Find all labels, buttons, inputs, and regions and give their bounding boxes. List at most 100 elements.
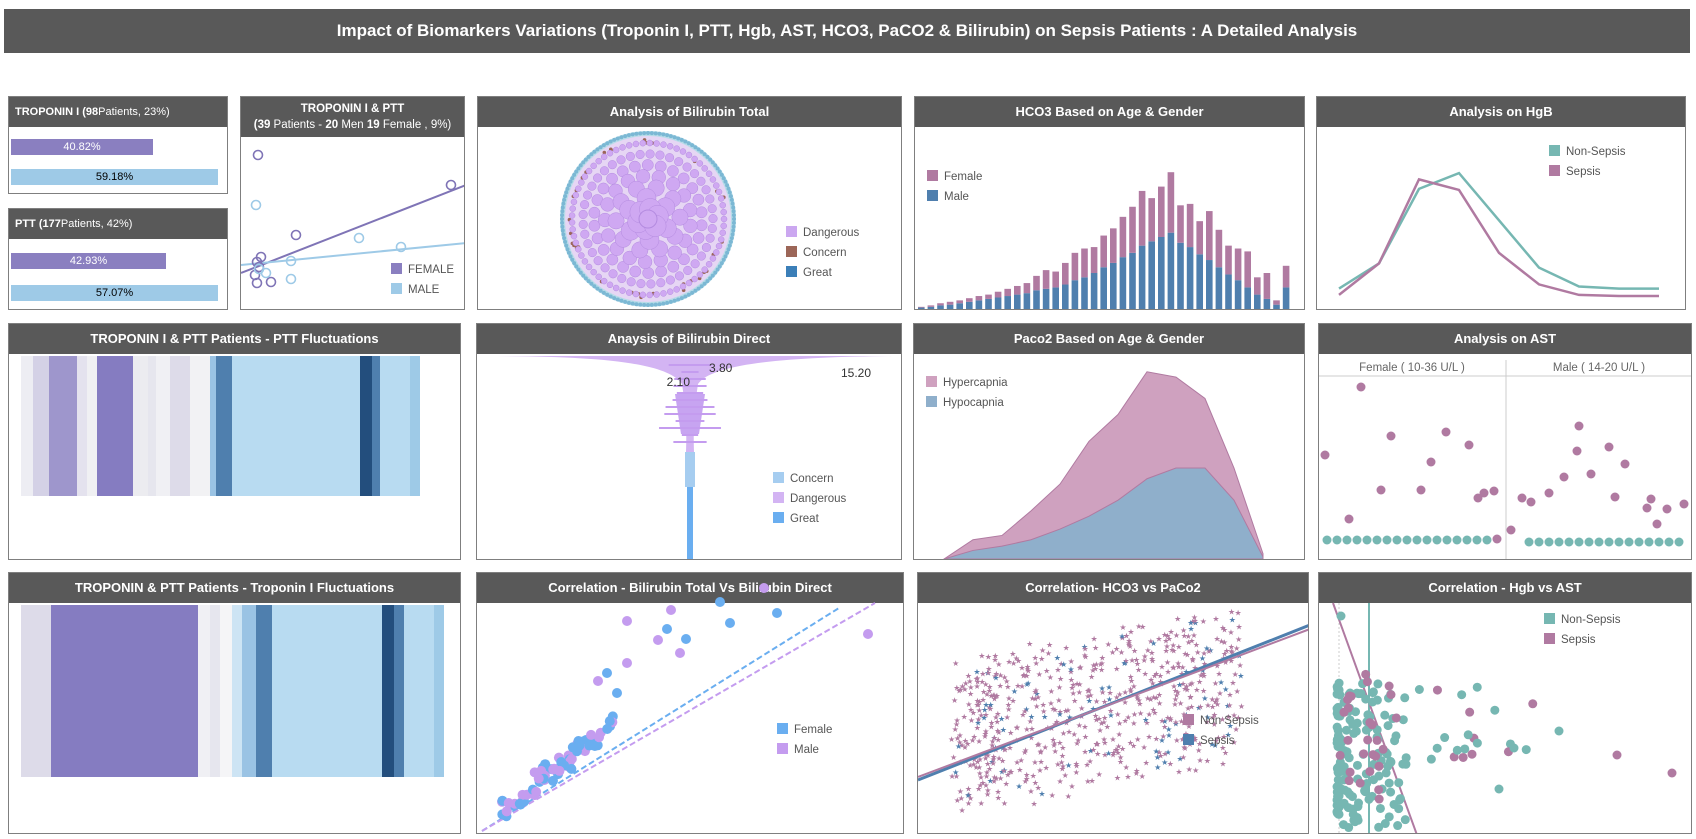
corr-hco3-star: ★ <box>1010 659 1017 668</box>
corr-hco3-star: ★ <box>1077 663 1084 672</box>
corr-hco3-star: ★ <box>1226 690 1233 699</box>
great-bubble <box>564 190 569 195</box>
corr-hgb-non-sepsis-point <box>1333 791 1343 801</box>
corr-hco3-star: ★ <box>1188 703 1195 712</box>
great-bubble <box>686 292 691 297</box>
dangerous-bubble <box>568 219 576 226</box>
corr-bili-point <box>681 634 691 644</box>
corr-hco3-star: ★ <box>1196 740 1203 749</box>
corr-hco3-star: ★ <box>982 701 989 710</box>
dangerous-bubble <box>707 204 717 214</box>
corr-hco3-star: ★ <box>993 692 1000 701</box>
ast-sepsis-point <box>1464 440 1474 450</box>
great-bubble <box>626 300 631 305</box>
female-bar <box>1004 288 1011 297</box>
corr-hco3-star: ★ <box>1213 695 1220 704</box>
ast-header: Analysis on AST <box>1319 324 1691 354</box>
corr-hco3-star: ★ <box>1167 759 1174 768</box>
ptt-card: PTT (177 Patients, 42%) 42.93% 57.07% <box>8 208 228 310</box>
corr-hco3-star: ★ <box>992 673 999 682</box>
corr-hco3-star: ★ <box>1019 710 1026 719</box>
corr-hco3-star: ★ <box>1097 660 1104 669</box>
legend-swatch <box>926 376 937 387</box>
ast-sepsis-point <box>1662 504 1672 514</box>
corr-hgb-non-sepsis-point <box>1369 775 1379 785</box>
great-bubble <box>634 131 639 136</box>
corr-hco3-star: ★ <box>990 755 997 764</box>
corr-hco3-star: ★ <box>1146 710 1153 719</box>
great-stem <box>687 487 693 559</box>
corr-hco3-star: ★ <box>1096 714 1103 723</box>
corr-hco3-star: ★ <box>1093 740 1100 749</box>
legend-swatch <box>391 263 402 274</box>
corr-hco3-star: ★ <box>992 651 999 660</box>
corr-hco3-star: ★ <box>953 772 960 781</box>
corr-hco3-star: ★ <box>1235 635 1242 644</box>
corr-hco3-star: ★ <box>1175 659 1182 668</box>
great-bubble <box>708 157 713 162</box>
corr-hco3-star: ★ <box>1181 744 1188 753</box>
great-bubble <box>634 302 639 307</box>
dangerous-bubble <box>575 246 582 253</box>
male-point <box>285 273 297 285</box>
corr-hco3-star: ★ <box>996 754 1003 763</box>
corr-hco3-star: ★ <box>1170 641 1177 650</box>
male-bar <box>1225 274 1232 309</box>
troponin-count: 98 <box>85 106 99 118</box>
corr-hco3-star: ★ <box>989 737 996 746</box>
corr-hco3-star: ★ <box>1163 646 1170 655</box>
corr-hco3-star: ★ <box>1046 641 1053 650</box>
female-bar <box>975 296 983 301</box>
corr-hco3-star: ★ <box>1127 687 1134 696</box>
corr-hco3-star: ★ <box>965 784 972 793</box>
corr-hco3-star: ★ <box>974 697 981 706</box>
bili-direct-chart: 3.80 2.10 15.20 Concern Dangerous Great <box>485 356 895 559</box>
corr-hco3-star: ★ <box>1101 713 1108 722</box>
corr-hco3-star: ★ <box>1056 777 1063 786</box>
corr-bili-point <box>571 746 582 757</box>
corr-hco3-star: ★ <box>1098 659 1105 668</box>
corr-hgb-sepsis-point <box>1345 767 1355 777</box>
dangerous-bubble <box>696 251 706 261</box>
corr-hco3-star: ★ <box>1147 695 1154 704</box>
dangerous-spike <box>674 378 706 380</box>
corr-hco3-star: ★ <box>1159 716 1166 725</box>
corr-hco3-star: ★ <box>1058 758 1065 767</box>
corr-hco3-star: ★ <box>1040 701 1047 710</box>
corr-hco3-star: ★ <box>1178 669 1185 678</box>
dangerous-bubble <box>646 291 653 299</box>
corr-hco3-star: ★ <box>1029 694 1036 703</box>
corr-hco3-star: ★ <box>982 729 989 738</box>
corr-hco3-star: ★ <box>1094 750 1101 759</box>
corr-hco3-panel: Correlation- HCO3 vs PaCo2 ★ ★ ★ ★ ★ ★ ★ ★ ★ ★ ★ ★ ★… <box>917 572 1309 834</box>
corr-hco3-star: ★ <box>1056 739 1063 748</box>
corr-hco3-star: ★ <box>1090 704 1097 713</box>
corr-hco3-star: ★ <box>1173 736 1180 745</box>
corr-hgb-sepsis-point <box>1371 751 1381 761</box>
female-bar <box>937 303 944 306</box>
corr-hco3-star: ★ <box>1174 614 1181 623</box>
corr-hco3-star: ★ <box>1084 692 1091 701</box>
corr-hco3-star: ★ <box>968 716 975 725</box>
corr-hgb-non-sepsis-point <box>1333 809 1343 819</box>
great-bubble <box>598 145 603 150</box>
female-bar <box>1215 229 1223 268</box>
corr-hco3-star: ★ <box>1074 739 1081 748</box>
corr-bili-point <box>653 635 663 645</box>
corr-hco3-star: ★ <box>1139 622 1146 631</box>
corr-hco3-star: ★ <box>1139 772 1146 781</box>
corr-hco3-star: ★ <box>1086 696 1093 705</box>
corr-hco3-star: ★ <box>1130 741 1137 750</box>
corr-hco3-star: ★ <box>1071 730 1078 739</box>
corr-hco3-star: ★ <box>1219 743 1226 752</box>
great-bubble <box>560 205 565 210</box>
dangerous-bubble <box>715 242 723 250</box>
legend-swatch <box>1183 734 1194 745</box>
corr-hco3-star: ★ <box>1014 681 1021 690</box>
trop-ptt-scatter-header: TROPONIN I & PTT (39 Patients - 20 Men 1… <box>241 97 464 137</box>
corr-bili-point <box>725 618 735 628</box>
corr-hco3-star: ★ <box>962 737 969 746</box>
corr-hco3-star: ★ <box>1089 666 1096 675</box>
corr-hgb-point <box>1452 745 1462 755</box>
corr-hco3-star: ★ <box>1122 716 1129 725</box>
